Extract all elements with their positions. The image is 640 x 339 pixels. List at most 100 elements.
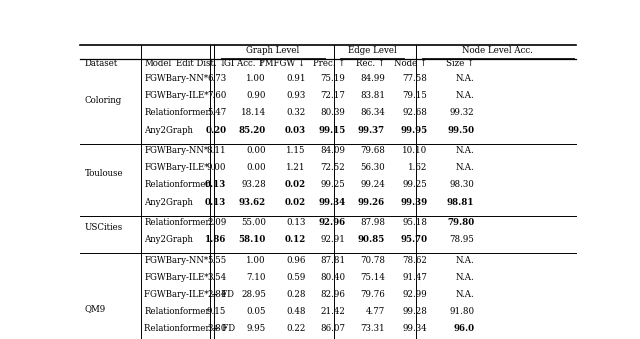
Text: 82.96: 82.96 (321, 290, 346, 299)
Text: 98.81: 98.81 (447, 198, 474, 206)
Text: 28.95: 28.95 (241, 290, 266, 299)
Text: 79.68: 79.68 (360, 146, 385, 155)
Text: 0.22: 0.22 (286, 324, 306, 334)
Text: Relationformer: Relationformer (145, 108, 210, 117)
Text: 92.96: 92.96 (318, 218, 346, 227)
Text: Dataset: Dataset (85, 59, 118, 68)
Text: 77.58: 77.58 (403, 74, 428, 83)
Text: FGWBary-ILE*: FGWBary-ILE* (145, 273, 209, 282)
Text: 95.70: 95.70 (400, 235, 428, 244)
Text: 91.47: 91.47 (403, 273, 428, 282)
Text: 98.30: 98.30 (449, 180, 474, 189)
Text: 99.39: 99.39 (400, 198, 428, 206)
Text: 78.95: 78.95 (449, 235, 474, 244)
Text: Edit Dist. ↓: Edit Dist. ↓ (176, 59, 227, 68)
Text: Toulouse: Toulouse (85, 168, 124, 178)
Text: 80.40: 80.40 (320, 273, 346, 282)
Text: Any2Graph: Any2Graph (145, 198, 193, 206)
Text: 0.28: 0.28 (286, 290, 306, 299)
Text: 0.00: 0.00 (246, 163, 266, 172)
Text: 86.34: 86.34 (360, 108, 385, 117)
Text: 9.15: 9.15 (207, 307, 227, 316)
Text: 95.18: 95.18 (402, 218, 428, 227)
Text: Relationformer: Relationformer (145, 307, 210, 316)
Text: 75.14: 75.14 (360, 273, 385, 282)
Text: 73.31: 73.31 (360, 324, 385, 334)
Text: 2.84: 2.84 (207, 290, 227, 299)
Text: N.A.: N.A. (456, 91, 474, 100)
Text: Graph Level: Graph Level (246, 46, 300, 55)
Text: 1.86: 1.86 (205, 235, 227, 244)
Text: 84.09: 84.09 (321, 146, 346, 155)
Text: FGWBary-ILE* + FD: FGWBary-ILE* + FD (145, 290, 234, 299)
Text: 0.00: 0.00 (246, 146, 266, 155)
Text: 0.48: 0.48 (286, 307, 306, 316)
Text: 99.25: 99.25 (321, 180, 346, 189)
Text: Rec. ↑: Rec. ↑ (356, 59, 385, 68)
Text: FGWBary-NN*: FGWBary-NN* (145, 74, 209, 83)
Text: 0.13: 0.13 (205, 198, 227, 206)
Text: N.A.: N.A. (456, 163, 474, 172)
Text: N.A.: N.A. (456, 146, 474, 155)
Text: 0.02: 0.02 (285, 180, 306, 189)
Text: 0.93: 0.93 (287, 91, 306, 100)
Text: 85.20: 85.20 (239, 125, 266, 135)
Text: 0.12: 0.12 (284, 235, 306, 244)
Text: 55.00: 55.00 (241, 218, 266, 227)
Text: 9.95: 9.95 (247, 324, 266, 334)
Text: 0.13: 0.13 (205, 180, 227, 189)
Text: Coloring: Coloring (85, 97, 122, 105)
Text: 79.80: 79.80 (447, 218, 474, 227)
Text: Node ↑: Node ↑ (394, 59, 428, 68)
Text: 10.10: 10.10 (402, 146, 428, 155)
Text: 78.62: 78.62 (403, 256, 428, 264)
Text: 93.28: 93.28 (241, 180, 266, 189)
Text: 1.00: 1.00 (246, 256, 266, 264)
Text: 99.15: 99.15 (318, 125, 346, 135)
Text: Node Level Acc.: Node Level Acc. (463, 46, 533, 55)
Text: USCities: USCities (85, 223, 124, 232)
Text: QM9: QM9 (85, 304, 106, 313)
Text: 1.15: 1.15 (286, 146, 306, 155)
Text: 79.76: 79.76 (360, 290, 385, 299)
Text: FGWBary-ILE*: FGWBary-ILE* (145, 91, 209, 100)
Text: N.A.: N.A. (456, 273, 474, 282)
Text: FGWBary-NN*: FGWBary-NN* (145, 146, 209, 155)
Text: 0.02: 0.02 (285, 198, 306, 206)
Text: Relationformer: Relationformer (145, 180, 210, 189)
Text: 1.21: 1.21 (286, 163, 306, 172)
Text: 18.14: 18.14 (241, 108, 266, 117)
Text: 0.05: 0.05 (246, 307, 266, 316)
Text: 3.80: 3.80 (207, 324, 227, 334)
Text: 6.73: 6.73 (207, 74, 227, 83)
Text: 86.07: 86.07 (321, 324, 346, 334)
Text: 99.24: 99.24 (360, 180, 385, 189)
Text: 93.62: 93.62 (239, 198, 266, 206)
Text: 21.42: 21.42 (321, 307, 346, 316)
Text: 84.99: 84.99 (360, 74, 385, 83)
Text: 99.32: 99.32 (450, 108, 474, 117)
Text: 4.77: 4.77 (366, 307, 385, 316)
Text: 99.95: 99.95 (400, 125, 428, 135)
Text: 83.81: 83.81 (360, 91, 385, 100)
Text: 99.34: 99.34 (318, 198, 346, 206)
Text: 96.0: 96.0 (453, 324, 474, 334)
Text: 99.26: 99.26 (358, 198, 385, 206)
Text: 72.52: 72.52 (321, 163, 346, 172)
Text: 0.13: 0.13 (286, 218, 306, 227)
Text: 72.17: 72.17 (321, 91, 346, 100)
Text: 75.19: 75.19 (321, 74, 346, 83)
Text: Relationformer: Relationformer (145, 218, 210, 227)
Text: 5.47: 5.47 (207, 108, 227, 117)
Text: 3.54: 3.54 (207, 273, 227, 282)
Text: N.A.: N.A. (456, 256, 474, 264)
Text: 99.50: 99.50 (447, 125, 474, 135)
Text: 1.62: 1.62 (408, 163, 428, 172)
Text: Any2Graph: Any2Graph (145, 125, 193, 135)
Text: 7.60: 7.60 (207, 91, 227, 100)
Text: Edge Level: Edge Level (348, 46, 397, 55)
Text: FGWBary-ILE*: FGWBary-ILE* (145, 163, 209, 172)
Text: N.A.: N.A. (456, 74, 474, 83)
Text: 99.34: 99.34 (403, 324, 428, 334)
Text: 99.37: 99.37 (358, 125, 385, 135)
